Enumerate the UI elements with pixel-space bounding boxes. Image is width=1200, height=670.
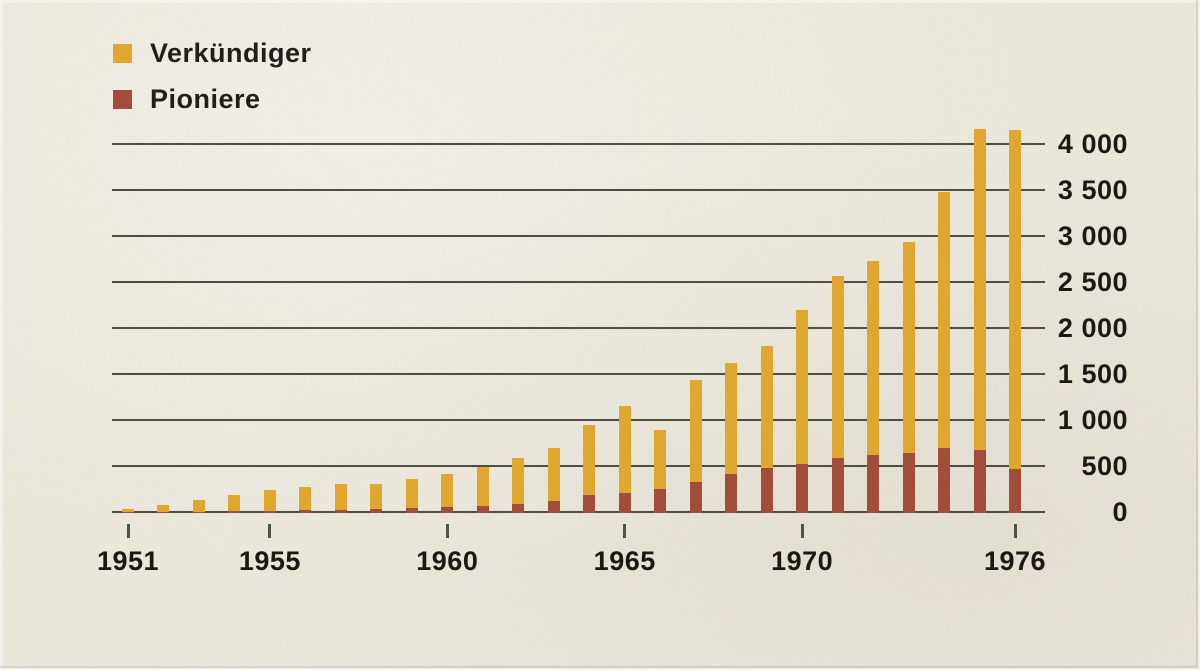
pioneers-segment — [228, 511, 241, 513]
bar-group-1953 — [192, 500, 205, 513]
x-axis-label-1976: 1976 — [983, 546, 1047, 576]
pioneers-segment — [618, 492, 631, 513]
pioneers-segment — [867, 455, 880, 513]
bar-group-1956 — [299, 487, 312, 513]
pioneers-segment — [796, 464, 809, 513]
x-axis-label-1951: 1951 — [96, 546, 160, 576]
y-axis-label-2000: 2 000 — [1057, 313, 1128, 343]
publishers-bar — [1009, 130, 1021, 513]
bar-group-1960 — [441, 474, 454, 513]
bar-group-1965 — [618, 406, 631, 513]
bar-group-1961 — [476, 466, 489, 513]
y-axis-label-0: 0 — [1112, 497, 1128, 527]
x-tick-1970 — [800, 524, 804, 538]
pioneers-segment — [831, 457, 844, 513]
bar-group-1951 — [122, 508, 134, 513]
pioneers-segment — [370, 508, 383, 513]
publishers-bar — [263, 490, 276, 513]
pioniere-swatch-icon — [113, 90, 132, 109]
pioneers-segment — [725, 474, 738, 513]
bar-group-1969 — [760, 346, 773, 513]
bar-group-1966 — [654, 430, 667, 513]
y-axis-label-1500: 1 500 — [1057, 359, 1128, 389]
publishers-bar — [334, 483, 347, 513]
bar-group-1954 — [228, 494, 241, 513]
y-axis-label-500: 500 — [1081, 451, 1128, 481]
y-axis-label-4000: 4 000 — [1057, 129, 1128, 159]
x-axis-label-1955: 1955 — [238, 546, 301, 576]
x-axis-label-1965: 1965 — [593, 546, 656, 576]
y-axis-label-3500: 3 500 — [1057, 175, 1128, 205]
pioneers-segment — [512, 503, 525, 513]
pioneers-segment — [1009, 468, 1021, 513]
pioneers-segment — [689, 481, 702, 513]
gridline-3500 — [112, 189, 1045, 191]
pioneers-segment — [334, 509, 347, 513]
verkuendiger-swatch-icon — [113, 44, 132, 63]
bar-group-1970 — [796, 309, 809, 513]
bar-group-1974 — [938, 191, 951, 513]
pioneers-segment — [122, 512, 134, 513]
legend-label-verkuendiger: Verkündiger — [150, 38, 312, 68]
bar-group-1967 — [689, 379, 702, 513]
bar-group-1972 — [867, 260, 880, 513]
pioneers-segment — [192, 511, 205, 513]
gridline-4000 — [112, 143, 1045, 145]
x-tick-1955 — [268, 524, 272, 538]
bar-group-1958 — [370, 484, 383, 513]
bar-group-1971 — [831, 275, 844, 513]
bar-group-1963 — [547, 447, 560, 513]
bar-group-1975 — [973, 129, 986, 513]
bar-group-1959 — [405, 478, 418, 513]
x-axis-label-1970: 1970 — [771, 546, 834, 576]
pioneers-segment — [902, 453, 915, 513]
bar-group-1957 — [334, 483, 347, 513]
bar-group-1976 — [1009, 130, 1021, 513]
x-tick-1965 — [623, 524, 627, 538]
pioneers-segment — [654, 489, 667, 513]
y-axis-label-1000: 1 000 — [1057, 405, 1128, 435]
bar-group-1955 — [263, 490, 276, 513]
pioneers-segment — [157, 512, 170, 513]
bar-group-1952 — [157, 504, 170, 513]
publishers-bar — [299, 487, 312, 513]
legend-label-pioniere: Pioniere — [150, 84, 261, 114]
legend-item-verkuendiger: Verkündiger — [113, 38, 312, 69]
bar-group-1973 — [902, 241, 915, 513]
x-tick-1960 — [445, 524, 449, 538]
x-tick-1951 — [126, 524, 130, 538]
x-tick-1976 — [1013, 524, 1017, 538]
pioneers-segment — [405, 508, 418, 513]
pioneers-segment — [441, 507, 454, 513]
pioneers-segment — [583, 494, 596, 513]
bar-group-1968 — [725, 363, 738, 513]
y-axis-label-2500: 2 500 — [1057, 267, 1128, 297]
bar-group-1962 — [512, 457, 525, 513]
pioneers-segment — [299, 510, 312, 513]
pioneers-segment — [760, 467, 773, 513]
x-axis-label-1960: 1960 — [416, 546, 479, 576]
bar-group-1964 — [583, 425, 596, 513]
pioneers-segment — [476, 505, 489, 513]
legend-item-pioniere: Pioniere — [113, 84, 261, 115]
pioneers-segment — [547, 501, 560, 513]
pioneers-segment — [938, 447, 951, 513]
pioneers-segment — [263, 510, 276, 513]
gridline-3000 — [112, 235, 1045, 237]
pioneers-segment — [973, 449, 986, 513]
y-axis-label-3000: 3 000 — [1057, 221, 1128, 251]
